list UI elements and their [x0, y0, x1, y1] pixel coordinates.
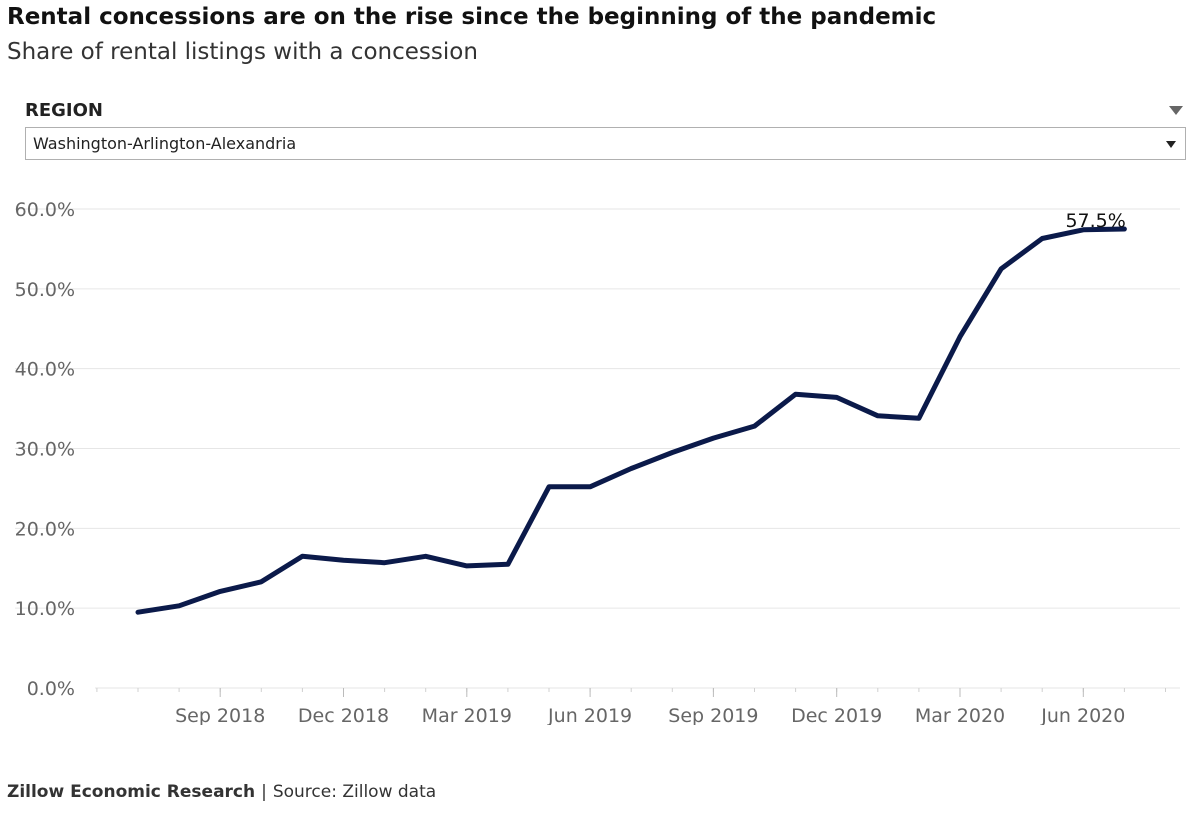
line-chart: 0.0% 10.0% 20.0% 30.0% 40.0% 50.0% 60.0% Sep 2… — [15, 199, 1180, 725]
x-tick-label: Dec 2019 — [791, 705, 882, 725]
x-axis — [95, 687, 1180, 697]
x-tick-label: Sep 2019 — [668, 705, 758, 725]
filter-menu-icon[interactable] — [1169, 106, 1183, 115]
series-line — [135, 226, 1127, 615]
grid-lines — [15, 208, 1180, 609]
region-selected-value: Washington-Arlington-Alexandria — [33, 134, 297, 153]
x-tick-label: Mar 2020 — [915, 705, 1005, 725]
footer-source: Source: Zillow data — [272, 782, 437, 802]
footer-separator: | — [261, 782, 267, 802]
y-tick-label: 10.0% — [15, 598, 75, 620]
series-group — [135, 226, 1127, 615]
x-tick-label: Jun 2019 — [547, 705, 632, 725]
end-value-label: 57.5% — [1065, 210, 1125, 232]
y-tick-label: 0.0% — [27, 678, 75, 700]
y-tick-label: 60.0% — [15, 199, 75, 221]
chevron-down-icon[interactable] — [1166, 141, 1176, 148]
x-tick-label: Jun 2020 — [1040, 705, 1125, 725]
chart-subtitle: Share of rental listings with a concessi… — [7, 39, 478, 65]
y-tick-label: 20.0% — [15, 518, 75, 540]
region-filter-label: REGION — [25, 100, 103, 121]
chart-title: Rental concessions are on the rise since… — [7, 4, 937, 30]
y-axis: 0.0% 10.0% 20.0% 30.0% 40.0% 50.0% 60.0% — [15, 199, 75, 700]
region-dropdown[interactable]: Washington-Arlington-Alexandria — [25, 127, 1186, 160]
footer-org: Zillow Economic Research — [7, 782, 256, 802]
x-tick-label: Dec 2018 — [298, 705, 389, 725]
y-tick-label: 30.0% — [15, 439, 75, 461]
y-tick-label: 50.0% — [15, 279, 75, 301]
x-tick-label: Mar 2019 — [422, 705, 512, 725]
x-axis-labels: Sep 2018 Dec 2018 Mar 2019 Jun 2019 Sep 2019… — [175, 705, 1125, 725]
x-tick-label: Sep 2018 — [175, 705, 265, 725]
y-tick-label: 40.0% — [15, 359, 75, 381]
footer: Zillow Economic Research | Source: Zillow … — [7, 782, 436, 802]
annotations: 57.5% — [1065, 210, 1125, 232]
